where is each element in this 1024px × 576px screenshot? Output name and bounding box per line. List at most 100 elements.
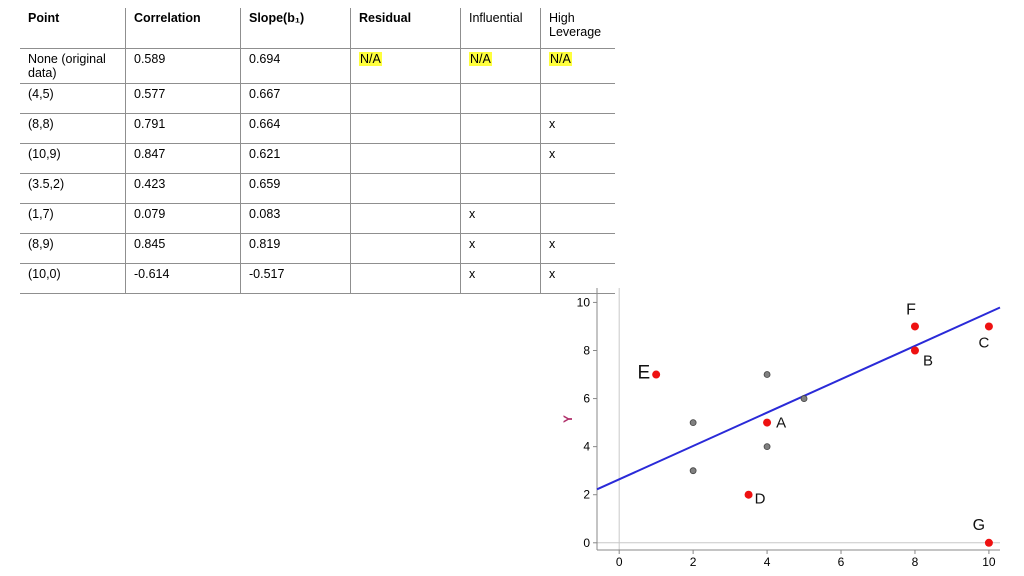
cell-influential (460, 83, 541, 114)
regression-line (596, 306, 1001, 491)
point-g (984, 538, 993, 547)
cell-correlation: -0.614 (125, 263, 241, 294)
cell-influential: x (460, 233, 541, 264)
scatter-plot: 0 2 4 6 8 10 0 2 4 6 8 10 Y A B C D E F G (561, 288, 1001, 569)
y-tick-label: 6 (583, 392, 590, 406)
stats-table: Point Correlation Slope(b₁) Residual Inf… (20, 8, 615, 294)
y-tick-label: 10 (577, 295, 591, 309)
table-row: (4,5) 0.577 0.667 (20, 83, 615, 114)
cell-residual (350, 173, 461, 204)
highlighted-value: N/A (469, 52, 492, 66)
x-tick-label: 6 (838, 555, 845, 569)
table-row: (3.5,2) 0.423 0.659 (20, 173, 615, 204)
x-tick-label: 10 (982, 555, 996, 569)
highlighted-value: N/A (549, 52, 572, 66)
cell-slope: 0.694 (240, 48, 351, 84)
cell-influential: x (460, 263, 541, 294)
cell-residual: N/A (350, 48, 461, 84)
cell-correlation: 0.847 (125, 143, 241, 174)
point-label-e: E (637, 363, 650, 384)
cell-residual (350, 113, 461, 144)
cell-point: (8,8) (20, 113, 126, 144)
cell-correlation: 0.845 (125, 233, 241, 264)
cell-influential (460, 113, 541, 144)
table-row: None (original data) 0.589 0.694 N/A N/A… (20, 48, 615, 84)
point-c (984, 322, 993, 331)
original-data-point (800, 395, 808, 402)
original-data-point (763, 371, 771, 378)
cell-point: (10,9) (20, 143, 126, 174)
cell-slope: 0.083 (240, 203, 351, 234)
cell-point: (8,9) (20, 233, 126, 264)
cell-correlation: 0.577 (125, 83, 241, 114)
cell-high-leverage (540, 173, 615, 204)
cell-point: (3.5,2) (20, 173, 126, 204)
point-b (910, 346, 919, 355)
cell-residual (350, 83, 461, 114)
y-tick-label: 4 (583, 440, 590, 454)
cell-slope: 0.667 (240, 83, 351, 114)
cell-influential: x (460, 203, 541, 234)
cell-influential (460, 173, 541, 204)
cell-residual (350, 143, 461, 174)
cell-correlation: 0.791 (125, 113, 241, 144)
cell-slope: 0.621 (240, 143, 351, 174)
cell-point: (4,5) (20, 83, 126, 114)
table-row: (1,7) 0.079 0.083 x (20, 203, 615, 234)
axes: 0 2 4 6 8 10 0 2 4 6 8 10 Y (561, 288, 1000, 569)
cell-high-leverage: x (540, 143, 615, 174)
point-label-f: F (906, 301, 916, 318)
table-row: (8,9) 0.845 0.819 x x (20, 233, 615, 264)
cell-slope: 0.664 (240, 113, 351, 144)
y-tick-label: 2 (583, 488, 590, 502)
header-high-leverage: High Leverage (540, 8, 615, 49)
header-correlation: Correlation (125, 8, 241, 49)
header-influential: Influential (460, 8, 541, 49)
cell-point: (1,7) (20, 203, 126, 234)
point-e (652, 370, 661, 379)
y-tick-label: 0 (583, 536, 590, 550)
original-data-point (689, 419, 697, 427)
point-label-c: C (978, 334, 989, 351)
table-row: (10,9) 0.847 0.621 x (20, 143, 615, 174)
cell-high-leverage: N/A (540, 48, 615, 84)
cell-influential: N/A (460, 48, 541, 84)
cell-slope: 0.819 (240, 233, 351, 264)
cell-correlation: 0.423 (125, 173, 241, 204)
header-residual: Residual (350, 8, 461, 49)
table-row: (10,0) -0.614 -0.517 x x (20, 263, 615, 294)
original-data-point (689, 467, 697, 475)
header-point: Point (20, 8, 126, 49)
cell-slope: -0.517 (240, 263, 351, 294)
data-points: A B C D E F G (596, 301, 1001, 547)
cell-high-leverage: x (540, 233, 615, 264)
cell-point: None (original data) (20, 48, 126, 84)
x-tick-label: 8 (912, 555, 919, 569)
cell-high-leverage: x (540, 113, 615, 144)
point-label-g: G (973, 517, 985, 534)
cell-influential (460, 143, 541, 174)
cell-slope: 0.659 (240, 173, 351, 204)
cell-correlation: 0.589 (125, 48, 241, 84)
point-a (763, 418, 772, 427)
cell-high-leverage (540, 203, 615, 234)
table-row: (8,8) 0.791 0.664 x (20, 113, 615, 144)
cell-point: (10,0) (20, 263, 126, 294)
point-label-b: B (923, 352, 933, 369)
x-tick-label: 4 (764, 555, 771, 569)
point-f (910, 322, 919, 331)
y-axis-label: Y (561, 415, 575, 423)
cell-residual (350, 263, 461, 294)
cell-residual (350, 233, 461, 264)
highlighted-value: N/A (359, 52, 382, 66)
x-tick-label: 2 (690, 555, 697, 569)
cell-high-leverage: x (540, 263, 615, 294)
table-header-row: Point Correlation Slope(b₁) Residual Inf… (20, 8, 615, 49)
point-label-a: A (776, 415, 786, 432)
cell-residual (350, 203, 461, 234)
y-tick-label: 8 (583, 343, 590, 357)
cell-high-leverage (540, 83, 615, 114)
header-slope: Slope(b₁) (240, 8, 351, 49)
original-data-point (763, 443, 771, 451)
x-tick-label: 0 (616, 555, 623, 569)
